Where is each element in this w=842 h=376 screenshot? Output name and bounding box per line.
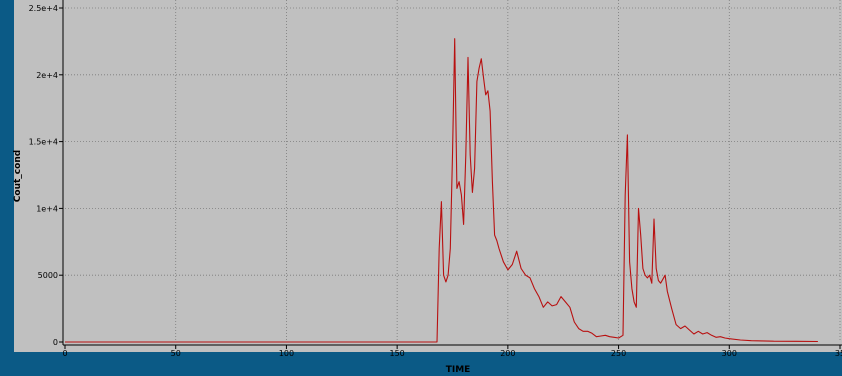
y-tick-label: 2e+4 [36, 71, 58, 80]
series-layer [65, 38, 818, 343]
x-axis: 0 50 100 150 200 250 300 35 [62, 344, 842, 358]
x-tick-label: 35 [835, 349, 842, 358]
series-line [65, 38, 818, 343]
x-tick-label: 0 [62, 349, 67, 358]
y-tick-label: 1.5e+4 [29, 138, 58, 147]
x-tick-label: 300 [722, 349, 737, 358]
y-axis-title: Cout_cond [13, 150, 23, 202]
y-tick-label: 5000 [38, 271, 58, 280]
grid [65, 0, 842, 342]
x-axis-title: TIME [446, 365, 471, 375]
x-tick-label: 100 [279, 349, 294, 358]
y-tick-label: 1e+4 [36, 204, 58, 213]
x-tick-label: 50 [171, 349, 181, 358]
x-tick-label: 200 [500, 349, 515, 358]
y-tick-label: 0 [53, 338, 58, 347]
y-tick-label: 2.5e+4 [29, 4, 58, 13]
y-axis: 0 5000 1e+4 1.5e+4 2e+4 2.5e+4 [29, 0, 64, 347]
x-tick-label: 150 [390, 349, 405, 358]
plot-area [14, 0, 842, 352]
x-tick-label: 250 [611, 349, 626, 358]
